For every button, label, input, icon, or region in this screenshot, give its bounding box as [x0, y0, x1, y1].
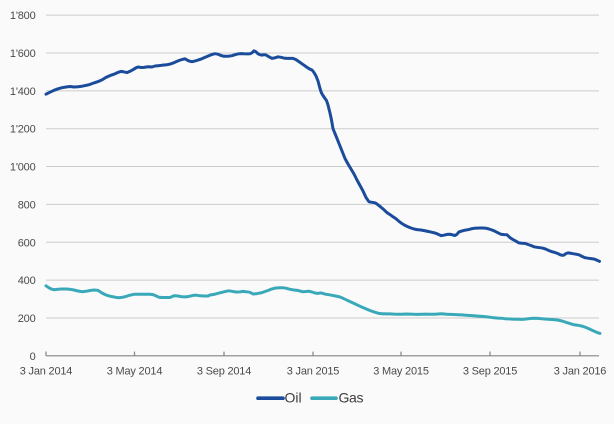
svg-text:3 Sep 2014: 3 Sep 2014 [197, 366, 251, 378]
svg-text:3 Jan 2014: 3 Jan 2014 [20, 366, 73, 378]
svg-text:600: 600 [18, 237, 36, 249]
svg-text:Oil: Oil [285, 390, 302, 406]
svg-text:3 May 2014: 3 May 2014 [107, 366, 163, 378]
svg-text:200: 200 [18, 313, 36, 325]
svg-text:Gas: Gas [339, 390, 364, 406]
svg-text:1'400: 1'400 [10, 86, 36, 98]
svg-text:1'000: 1'000 [10, 162, 36, 174]
svg-text:800: 800 [18, 199, 36, 211]
svg-text:3 Sep 2015: 3 Sep 2015 [463, 366, 517, 378]
svg-text:1'200: 1'200 [10, 124, 36, 136]
svg-text:3 May 2015: 3 May 2015 [373, 366, 429, 378]
svg-text:400: 400 [18, 275, 36, 287]
svg-text:1'600: 1'600 [10, 48, 36, 60]
svg-text:0: 0 [30, 351, 36, 363]
svg-text:3 Jan 2016: 3 Jan 2016 [554, 366, 607, 378]
svg-text:3 Jan 2015: 3 Jan 2015 [287, 366, 340, 378]
svg-text:1'800: 1'800 [10, 10, 36, 22]
